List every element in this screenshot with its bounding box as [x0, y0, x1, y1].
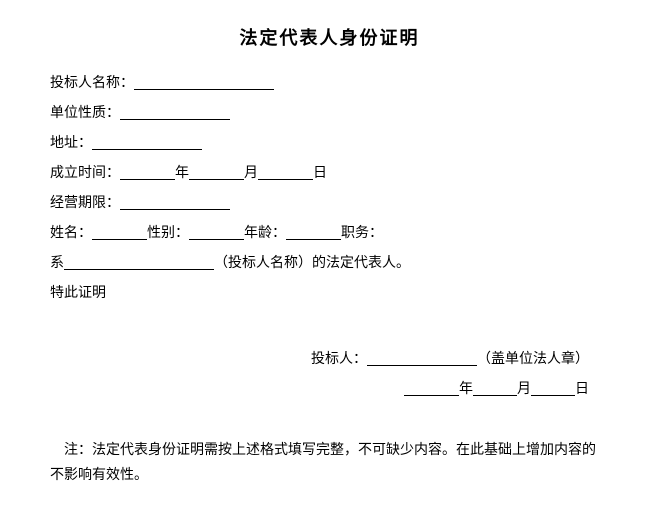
blank-xi[interactable]	[64, 254, 214, 270]
unit-sig-month: 月	[517, 382, 531, 397]
line-unit-nature: 单位性质：	[50, 100, 609, 128]
blank-sig-day[interactable]	[531, 380, 575, 396]
line-address: 地址：	[50, 130, 609, 158]
footnote: 注：法定代表身份证明需按上述格式填写完整，不可缺少内容。在此基础上增加内容的不影…	[50, 438, 609, 488]
blank-age[interactable]	[286, 224, 341, 240]
blank-sig-month[interactable]	[473, 380, 517, 396]
label-address: 地址：	[50, 136, 92, 151]
sig-line-bidder: 投标人： （盖单位法人章）	[50, 346, 589, 374]
line-person-info: 姓名： 性别： 年龄： 职务：	[50, 220, 609, 248]
blank-bidder-name[interactable]	[134, 74, 274, 90]
blank-day[interactable]	[258, 164, 313, 180]
line-operation-period: 经营期限：	[50, 190, 609, 218]
unit-sig-year: 年	[459, 382, 473, 397]
sig-line-date: 年月日	[50, 376, 589, 404]
line-founded: 成立时间： 年 月 日	[50, 160, 609, 188]
blank-sig-year[interactable]	[404, 380, 459, 396]
blank-gender[interactable]	[189, 224, 244, 240]
label-unit-nature: 单位性质：	[50, 106, 120, 121]
label-bidder-name: 投标人名称：	[50, 76, 134, 91]
blank-name[interactable]	[92, 224, 147, 240]
document-page: 法定代表人身份证明 投标人名称： 单位性质： 地址： 成立时间：年月日 经营期限…	[0, 0, 649, 508]
blank-year[interactable]	[120, 164, 175, 180]
label-gender: 性别：	[147, 226, 189, 241]
line-xi: 系 （投标人名称）的法定代表人。	[50, 250, 609, 278]
blank-unit-nature[interactable]	[120, 104, 230, 120]
blank-operation-period[interactable]	[120, 194, 230, 210]
blank-address[interactable]	[92, 134, 202, 150]
blank-sig-bidder[interactable]	[367, 350, 477, 366]
label-xi-suffix: （投标人名称）的法定代表人。	[214, 256, 410, 271]
label-position: 职务：	[341, 226, 383, 241]
document-title: 法定代表人身份证明	[50, 20, 609, 56]
line-bidder-name: 投标人名称：	[50, 70, 609, 98]
label-operation-period: 经营期限：	[50, 196, 120, 211]
label-name: 姓名：	[50, 226, 92, 241]
label-hereby: 特此证明	[50, 286, 106, 301]
unit-month: 月	[244, 166, 258, 181]
blank-month[interactable]	[189, 164, 244, 180]
label-seal: （盖单位法人章）	[477, 352, 589, 367]
unit-year: 年	[175, 166, 189, 181]
unit-sig-day: 日	[575, 382, 589, 397]
label-age: 年龄：	[244, 226, 286, 241]
signature-block: 投标人： （盖单位法人章） 年 月 日	[50, 346, 609, 404]
label-xi: 系	[50, 256, 64, 271]
label-sig-bidder: 投标人：	[311, 352, 367, 367]
unit-day: 日	[313, 166, 327, 181]
label-founded: 成立时间：	[50, 166, 120, 181]
line-hereby: 特此证明	[50, 280, 609, 308]
